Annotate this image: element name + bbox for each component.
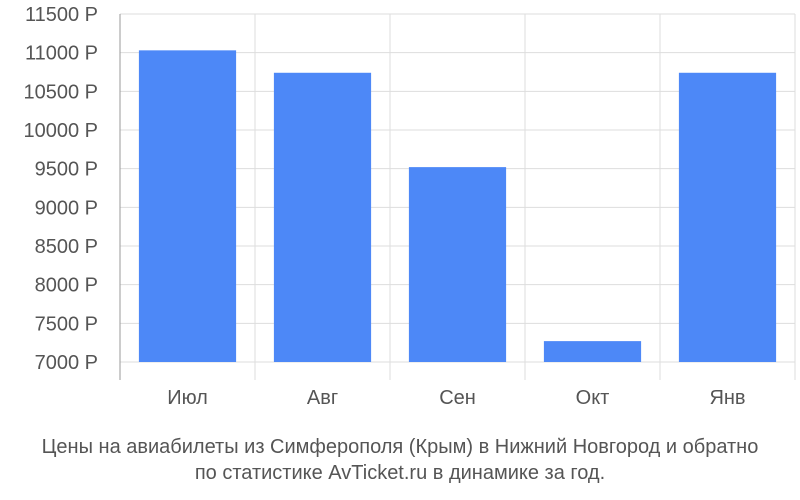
bar-1 (138, 50, 237, 362)
y-tick-label: 8000 Р (35, 275, 98, 297)
bar-3 (408, 167, 507, 362)
x-category-label: Окт (576, 387, 610, 409)
x-category-label: Авг (307, 387, 338, 409)
y-tick-label: 10500 Р (23, 81, 98, 103)
bar-chart: 7000 Р 7500 Р 8000 Р 8500 Р 9000 Р 9500 Р 1000… (23, 4, 796, 409)
x-category-label: Июл (167, 387, 208, 409)
bar-4 (543, 341, 642, 362)
bar-5 (678, 72, 777, 363)
y-tick-label: 10000 Р (23, 120, 98, 142)
y-tick-label: 11000 Р (25, 43, 98, 65)
y-tick-label: 8500 Р (35, 236, 98, 258)
chart-caption-line-2: по статистике AvTicket.ru в динамике за … (194, 462, 606, 484)
y-tick-label: 7000 Р (35, 352, 98, 374)
y-tick-label: 7500 Р (35, 313, 98, 335)
y-tick-label: 11500 Р (25, 4, 98, 26)
chart-caption-line-1: Цены на авиабилеты из Симферополя (Крым)… (41, 436, 759, 458)
bar-2 (273, 72, 372, 363)
y-tick-label: 9000 Р (35, 197, 98, 219)
y-tick-label: 9500 Р (35, 159, 98, 181)
x-category-label: Янв (709, 387, 745, 409)
x-category-label: Сен (439, 387, 476, 409)
